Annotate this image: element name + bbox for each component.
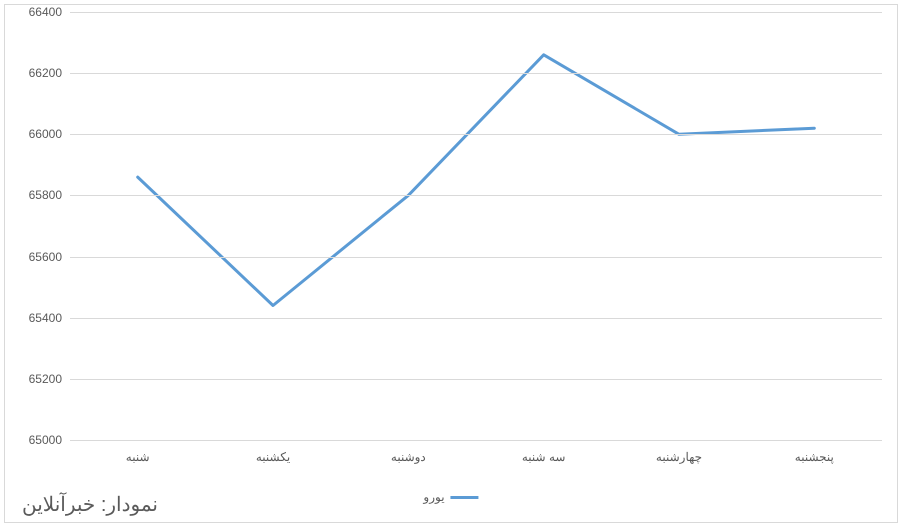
- legend: یورو: [423, 490, 478, 504]
- legend-swatch: [451, 496, 479, 499]
- gridline: [70, 12, 882, 13]
- gridline: [70, 257, 882, 258]
- x-tick-label: دوشنبه: [391, 450, 426, 464]
- line-series: [70, 12, 882, 440]
- gridline: [70, 73, 882, 74]
- gridline: [70, 195, 882, 196]
- y-tick-label: 65800: [8, 188, 62, 202]
- y-tick-label: 65000: [8, 433, 62, 447]
- x-tick-label: یکشنبه: [256, 450, 290, 464]
- x-tick-label: سه شنبه: [522, 450, 566, 464]
- y-tick-label: 65200: [8, 372, 62, 386]
- legend-label: یورو: [423, 490, 444, 504]
- x-tick-label: پنجشنبه: [795, 450, 834, 464]
- y-tick-label: 66200: [8, 66, 62, 80]
- plot-area: [70, 12, 882, 440]
- gridline: [70, 379, 882, 380]
- y-tick-label: 65600: [8, 250, 62, 264]
- caption: نمودار: خبرآنلاین: [22, 492, 158, 517]
- gridline: [70, 440, 882, 441]
- chart-container: 65000 65200 65400 65600 65800 66000 66200 66400…: [0, 0, 902, 527]
- y-tick-label: 66000: [8, 127, 62, 141]
- x-tick-label: چهارشنبه: [656, 450, 702, 464]
- y-tick-label: 65400: [8, 311, 62, 325]
- gridline: [70, 134, 882, 135]
- gridline: [70, 318, 882, 319]
- x-tick-label: شنبه: [126, 450, 150, 464]
- y-tick-label: 66400: [8, 5, 62, 19]
